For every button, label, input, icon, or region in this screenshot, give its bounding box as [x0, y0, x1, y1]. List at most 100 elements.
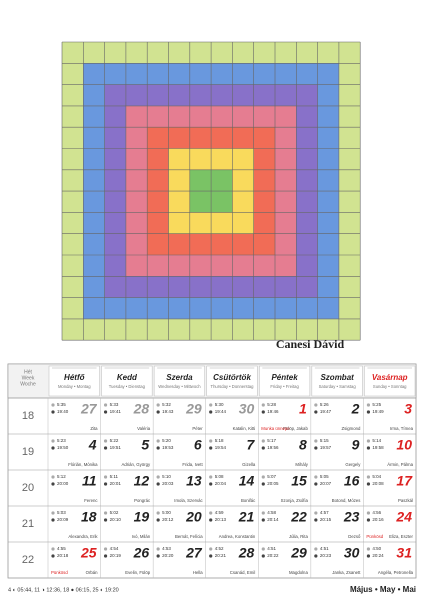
- art-cell: [253, 105, 275, 128]
- artwork: [61, 41, 361, 341]
- day-name: Szombat: [320, 373, 354, 382]
- art-cell: [232, 148, 254, 170]
- sunset-icon: [103, 446, 108, 450]
- name-day: Alexandra, Erik: [68, 534, 98, 539]
- table-frame: [7, 363, 417, 579]
- art-cell: [211, 255, 233, 277]
- sunrise-icon: [366, 547, 371, 551]
- sunrise-icon: [209, 547, 213, 551]
- week-number: 20: [22, 482, 34, 494]
- sunrise: 4:51: [320, 546, 329, 551]
- day-number: 2: [351, 401, 360, 417]
- sunrise: 5:14: [372, 438, 381, 443]
- art-cell: [211, 105, 233, 128]
- sunset: 20:24: [372, 553, 384, 558]
- name-day: Frida, Ivett: [182, 462, 203, 467]
- sunset: 19:50: [57, 445, 69, 450]
- name-day: Imola, Szervác: [174, 498, 203, 503]
- art-cell: [168, 233, 190, 255]
- art-cell: [125, 127, 148, 149]
- name-day: Ármin, Pálma: [387, 462, 413, 467]
- day-number: 27: [185, 545, 203, 561]
- sunset-icon: [209, 482, 213, 486]
- sunset-icon: [261, 482, 265, 486]
- week-number: 19: [22, 446, 34, 458]
- sunrise-icon: [51, 439, 55, 443]
- sunset-icon: [314, 446, 318, 450]
- sunset-icon: [156, 410, 160, 414]
- art-cell: [125, 63, 148, 85]
- art-cell: [104, 255, 126, 277]
- art-cell: [275, 212, 297, 234]
- art-cell: [253, 255, 275, 277]
- art-cell: [147, 255, 169, 277]
- art-cell: [189, 233, 212, 255]
- art-cell: [338, 276, 361, 298]
- art-cell: [296, 148, 318, 170]
- art-cell: [104, 105, 126, 128]
- art-cell: [168, 84, 190, 106]
- sunset: 20:08: [372, 481, 384, 486]
- art-cell: [62, 297, 84, 319]
- sunrise: 5:28: [267, 402, 276, 407]
- day-number: 8: [299, 437, 307, 453]
- art-cell: [275, 42, 297, 64]
- sunset: 20:03: [162, 481, 174, 486]
- week-number: 21: [22, 518, 34, 530]
- art-cell: [189, 42, 212, 64]
- art-cell: [147, 42, 169, 64]
- art-cell: [253, 297, 275, 319]
- art-cell: [147, 148, 169, 170]
- sunset: 20:21: [215, 553, 227, 558]
- art-cell: [275, 127, 297, 149]
- art-cell: [104, 84, 126, 106]
- name-day: Bernát, Felícia: [175, 534, 203, 539]
- art-cell: [338, 255, 361, 277]
- art-cell: [125, 255, 148, 277]
- day-name: Csütörtök: [213, 373, 251, 382]
- art-cell: [338, 148, 361, 170]
- day-number: 3: [404, 401, 412, 417]
- art-cell: [62, 191, 84, 213]
- art-cell: [83, 297, 105, 319]
- name-day: Evelin, Fülöp: [125, 570, 150, 575]
- art-cell: [232, 255, 254, 277]
- sunset: 20:00: [57, 481, 69, 486]
- art-cell: [253, 191, 275, 213]
- art-cell: [168, 255, 190, 277]
- sunset: 19:44: [215, 409, 227, 414]
- art-cell: [83, 105, 105, 128]
- sunrise: 4:52: [215, 546, 224, 551]
- sunrise: 5:08: [215, 474, 224, 479]
- art-cell: [104, 169, 126, 192]
- day-number: 5: [141, 437, 149, 453]
- sunrise: 5:03: [57, 510, 66, 515]
- sunrise-icon: [103, 511, 108, 515]
- art-cell: [317, 42, 339, 64]
- day-number: 30: [344, 545, 360, 561]
- day-number: 4: [88, 437, 97, 453]
- art-cell: [211, 297, 233, 319]
- day-number: 16: [344, 473, 360, 489]
- art-cell: [104, 233, 126, 255]
- sunset-icon: [103, 518, 108, 522]
- art-cell: [83, 148, 105, 170]
- day-number: 9: [352, 437, 360, 453]
- name-day: Paszkál: [398, 498, 413, 503]
- sunset: 20:01: [110, 481, 122, 486]
- sunrise: 4:56: [372, 510, 381, 515]
- art-cell: [147, 169, 169, 192]
- art-cell: [168, 63, 190, 85]
- sunset-icon: [314, 482, 318, 486]
- sunrise-icon: [51, 475, 55, 479]
- sunrise: 5:02: [110, 510, 119, 515]
- sunset: 19:58: [372, 445, 384, 450]
- sunset: 20:22: [267, 553, 279, 558]
- sunrise: 5:23: [57, 438, 66, 443]
- day-header-cell: [311, 365, 363, 397]
- art-cell: [253, 233, 275, 255]
- art-cell: [147, 127, 169, 149]
- month-name: Május • May • Mai: [350, 585, 416, 594]
- art-cell: [189, 318, 212, 341]
